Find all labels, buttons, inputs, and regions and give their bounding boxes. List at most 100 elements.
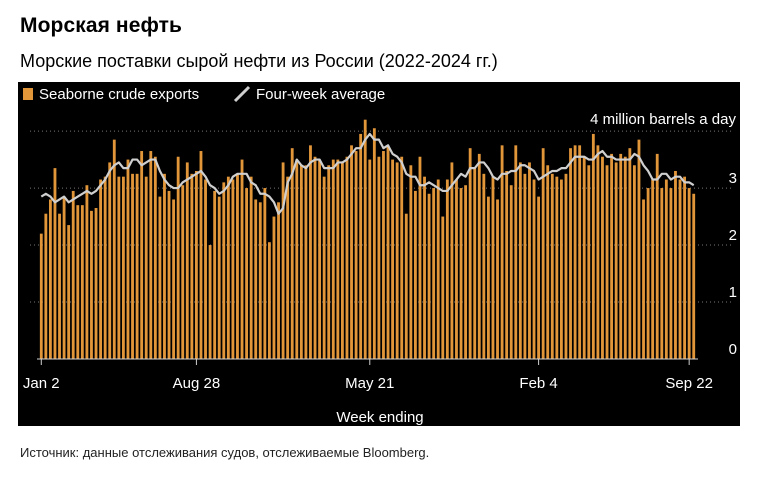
bar xyxy=(299,165,303,359)
bar xyxy=(309,145,312,359)
chart-panel: Jan 2 Aug 28 May 21 Feb 4 Sep 22 0 1 2 3 Seabor… xyxy=(18,82,740,426)
bar xyxy=(126,159,130,359)
bar xyxy=(459,188,463,359)
bar xyxy=(669,188,673,359)
bar xyxy=(382,151,385,359)
bar xyxy=(477,153,481,359)
bar xyxy=(90,210,93,359)
bar xyxy=(44,213,48,359)
bar xyxy=(144,176,148,359)
bar xyxy=(591,133,595,359)
bar xyxy=(468,148,472,359)
bar xyxy=(674,170,677,359)
bar xyxy=(578,145,582,359)
legend-bar-swatch xyxy=(23,88,33,100)
bar xyxy=(601,156,604,359)
bar xyxy=(528,162,531,359)
bar xyxy=(391,159,395,359)
bar xyxy=(646,188,650,359)
bar xyxy=(263,188,267,359)
bar xyxy=(541,148,545,359)
bar xyxy=(642,199,645,359)
bar xyxy=(208,245,212,359)
bar xyxy=(409,165,413,359)
bar xyxy=(249,176,253,359)
bar xyxy=(121,176,125,359)
bar xyxy=(491,176,495,359)
bar xyxy=(99,179,103,359)
bar xyxy=(550,173,554,359)
bar xyxy=(455,179,458,359)
bar xyxy=(418,156,422,359)
y-axis-labels: 0 1 2 3 xyxy=(729,170,737,358)
bar xyxy=(537,196,541,359)
bar xyxy=(664,179,668,359)
bar xyxy=(153,156,157,359)
bar xyxy=(254,199,258,359)
chart-title: Морская нефть xyxy=(20,14,183,37)
bar xyxy=(167,190,171,359)
bar xyxy=(432,188,436,359)
bar xyxy=(131,173,134,359)
bar xyxy=(231,179,235,359)
bar xyxy=(683,176,687,359)
bar xyxy=(555,176,559,359)
bar xyxy=(217,196,221,359)
x-axis: Jan 2 Aug 28 May 21 Feb 4 Sep 22 xyxy=(23,358,713,392)
bar xyxy=(76,205,80,359)
bar xyxy=(509,185,513,359)
bar xyxy=(304,165,308,359)
bar xyxy=(413,190,417,359)
bar xyxy=(587,165,591,359)
bar xyxy=(464,185,468,359)
bar xyxy=(678,179,682,359)
bar xyxy=(80,205,84,359)
bar xyxy=(62,196,66,359)
bar xyxy=(327,165,331,359)
bar xyxy=(67,225,71,359)
bar xyxy=(290,148,294,359)
bar xyxy=(213,190,217,359)
bar xyxy=(386,145,390,359)
bar xyxy=(286,176,290,359)
bar xyxy=(190,173,194,359)
average-line-series xyxy=(40,132,695,215)
bar xyxy=(140,151,144,359)
bar xyxy=(473,168,477,359)
bar xyxy=(185,162,189,359)
bar xyxy=(277,202,280,359)
bar xyxy=(53,168,57,359)
bar xyxy=(427,193,431,359)
bar xyxy=(395,162,399,359)
bar xyxy=(377,156,381,359)
bar xyxy=(372,128,376,359)
bar xyxy=(267,242,271,359)
bar xyxy=(500,145,504,359)
bar xyxy=(655,153,659,359)
bar xyxy=(240,159,244,359)
bar xyxy=(340,162,344,359)
bar xyxy=(546,165,550,359)
bar xyxy=(400,156,404,359)
bar xyxy=(39,233,43,359)
bar xyxy=(628,148,632,359)
bar xyxy=(436,179,440,359)
legend-bar-label: Seaborne crude exports xyxy=(39,86,199,103)
bar xyxy=(322,176,326,359)
bar xyxy=(569,148,572,359)
bar xyxy=(573,145,577,359)
y-tick-label: 2 xyxy=(729,227,737,244)
bar xyxy=(637,139,641,359)
bar xyxy=(176,156,180,359)
bar xyxy=(687,188,691,359)
bar xyxy=(354,151,358,359)
bar xyxy=(350,145,353,359)
bar xyxy=(496,199,499,359)
bar xyxy=(85,185,89,359)
bar xyxy=(194,170,198,359)
bar xyxy=(359,133,363,359)
y-tick-label: 0 xyxy=(729,341,737,358)
bar xyxy=(245,188,249,359)
bar xyxy=(445,179,449,359)
chart-svg: Jan 2 Aug 28 May 21 Feb 4 Sep 22 0 1 2 3 Seabor… xyxy=(23,85,737,426)
